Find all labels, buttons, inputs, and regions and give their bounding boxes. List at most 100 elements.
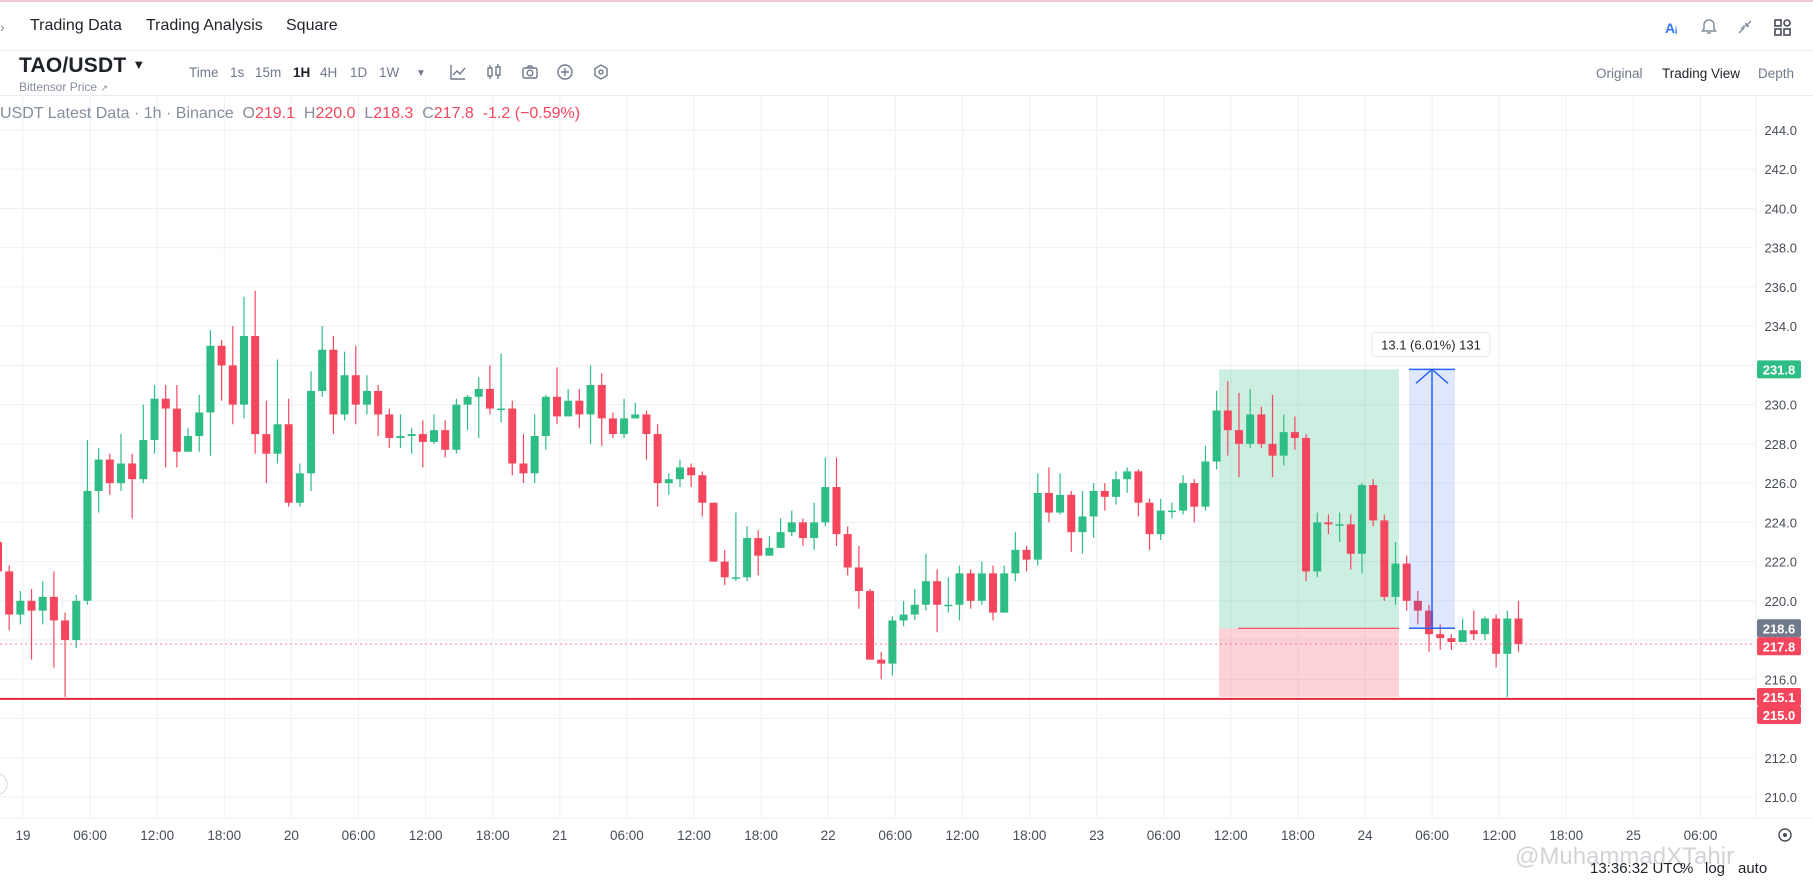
- candle: [1268, 394, 1277, 478]
- candle: [1190, 479, 1199, 523]
- candle-body: [1514, 618, 1523, 644]
- candle: [1313, 512, 1322, 578]
- candle-body: [620, 418, 629, 435]
- price-tag-bg: [1757, 637, 1801, 656]
- candle: [1335, 512, 1344, 542]
- candle-body: [653, 434, 662, 484]
- candle-body: [888, 620, 897, 664]
- candle: [597, 373, 606, 446]
- candle: [139, 404, 148, 484]
- tf-time[interactable]: Time: [189, 65, 219, 80]
- view-original[interactable]: Original: [1596, 66, 1643, 81]
- price-chart[interactable]: 13.1 (6.01%) 131 244.0 242.0 240.0 238.0 236…: [0, 96, 1813, 856]
- candle-body: [933, 581, 942, 605]
- x-tick-label: 06:00: [610, 828, 644, 843]
- y-tick-label: 220.0: [1764, 594, 1797, 609]
- candle-body: [1413, 600, 1422, 611]
- percent-toggle[interactable]: %: [1680, 860, 1694, 877]
- legend-l-label: L: [364, 105, 374, 122]
- candle: [921, 553, 930, 611]
- candle: [843, 526, 852, 576]
- candle-body: [374, 390, 383, 415]
- candle: [273, 359, 282, 464]
- price-tag: 215.0: [1757, 705, 1801, 724]
- candle: [888, 616, 897, 676]
- candle: [631, 402, 640, 419]
- x-tick-label: 20: [284, 828, 299, 843]
- candle-body: [553, 396, 561, 417]
- tf-more-caret-icon[interactable]: ▼: [416, 68, 426, 79]
- candle-body: [1123, 471, 1132, 480]
- price-tag-text: 231.8: [1763, 362, 1796, 377]
- candle-body: [810, 522, 819, 539]
- candle: [72, 594, 81, 648]
- candle-type-icon[interactable]: [485, 63, 503, 81]
- view-depth[interactable]: Depth: [1758, 66, 1795, 81]
- view-trading-view[interactable]: Trading View: [1662, 66, 1741, 81]
- y-tick-label: 222.0: [1764, 555, 1797, 570]
- candle: [620, 398, 629, 438]
- add-circle-icon[interactable]: [556, 63, 574, 81]
- candle: [1279, 414, 1288, 466]
- candle: [295, 463, 304, 507]
- candle: [16, 591, 25, 625]
- tf-15m[interactable]: 15m: [255, 65, 282, 80]
- candle: [1469, 610, 1478, 641]
- grid-icon[interactable]: [1773, 18, 1793, 38]
- candle-body: [184, 436, 193, 452]
- candle-body: [27, 600, 36, 611]
- candle: [1100, 483, 1109, 511]
- bell-icon[interactable]: [1700, 18, 1718, 36]
- candle-body: [1134, 471, 1143, 503]
- candle: [1346, 514, 1355, 570]
- candle: [687, 463, 696, 488]
- candle: [351, 345, 360, 425]
- pair-name: TAO/USDT: [19, 54, 127, 77]
- candle: [228, 326, 237, 425]
- nav-trading-analysis[interactable]: Trading Analysis: [146, 17, 263, 34]
- candle-body: [720, 561, 729, 578]
- ai-icon[interactable]: Aᵢ: [1665, 20, 1678, 36]
- candle: [1212, 390, 1221, 470]
- candle: [195, 394, 204, 452]
- pair-selector[interactable]: TAO/USDT ▼: [19, 54, 145, 78]
- auto-toggle[interactable]: auto: [1738, 860, 1768, 877]
- candle: [1000, 565, 1009, 613]
- price-tag-bg: [1757, 687, 1801, 706]
- candle-body: [94, 459, 103, 491]
- pair-subtitle[interactable]: Bittensor Price ↗: [19, 80, 108, 94]
- candle-body: [340, 375, 349, 415]
- nav-square[interactable]: Square: [286, 17, 338, 34]
- candle: [5, 565, 14, 631]
- candle-body: [687, 467, 696, 476]
- y-tick-label: 226.0: [1764, 476, 1797, 491]
- candle: [1179, 475, 1188, 515]
- tf-1d[interactable]: 1D: [350, 65, 368, 80]
- indicator-icon[interactable]: [449, 63, 467, 81]
- settings-hex-icon[interactable]: [592, 63, 610, 81]
- nav-edge-arrow[interactable]: ›: [0, 19, 5, 35]
- tf-1w[interactable]: 1W: [379, 65, 400, 80]
- tf-4h[interactable]: 4H: [320, 65, 338, 80]
- tf-1s[interactable]: 1s: [230, 65, 245, 80]
- log-toggle[interactable]: log: [1705, 860, 1726, 877]
- candle: [1257, 406, 1266, 448]
- candle: [1089, 483, 1098, 539]
- tf-1h[interactable]: 1H: [293, 65, 311, 80]
- price-tag: 231.8: [1757, 360, 1801, 379]
- collapse-icon[interactable]: [1736, 18, 1754, 36]
- chart-grid: [0, 96, 1813, 819]
- candle: [698, 471, 707, 517]
- candle-body: [72, 600, 81, 641]
- x-tick-label: 18:00: [476, 828, 510, 843]
- camera-icon[interactable]: [521, 63, 539, 81]
- legend-close: 217.8: [433, 105, 474, 122]
- candle-body: [743, 538, 752, 578]
- nav-trading-data[interactable]: Trading Data: [30, 17, 122, 34]
- legend-label: USDT Latest Data · 1h · Binance: [0, 105, 234, 122]
- candle-body: [1201, 461, 1210, 507]
- candle-body: [575, 400, 584, 415]
- candle: [553, 367, 561, 425]
- candle: [944, 577, 953, 613]
- candle-body: [396, 436, 405, 438]
